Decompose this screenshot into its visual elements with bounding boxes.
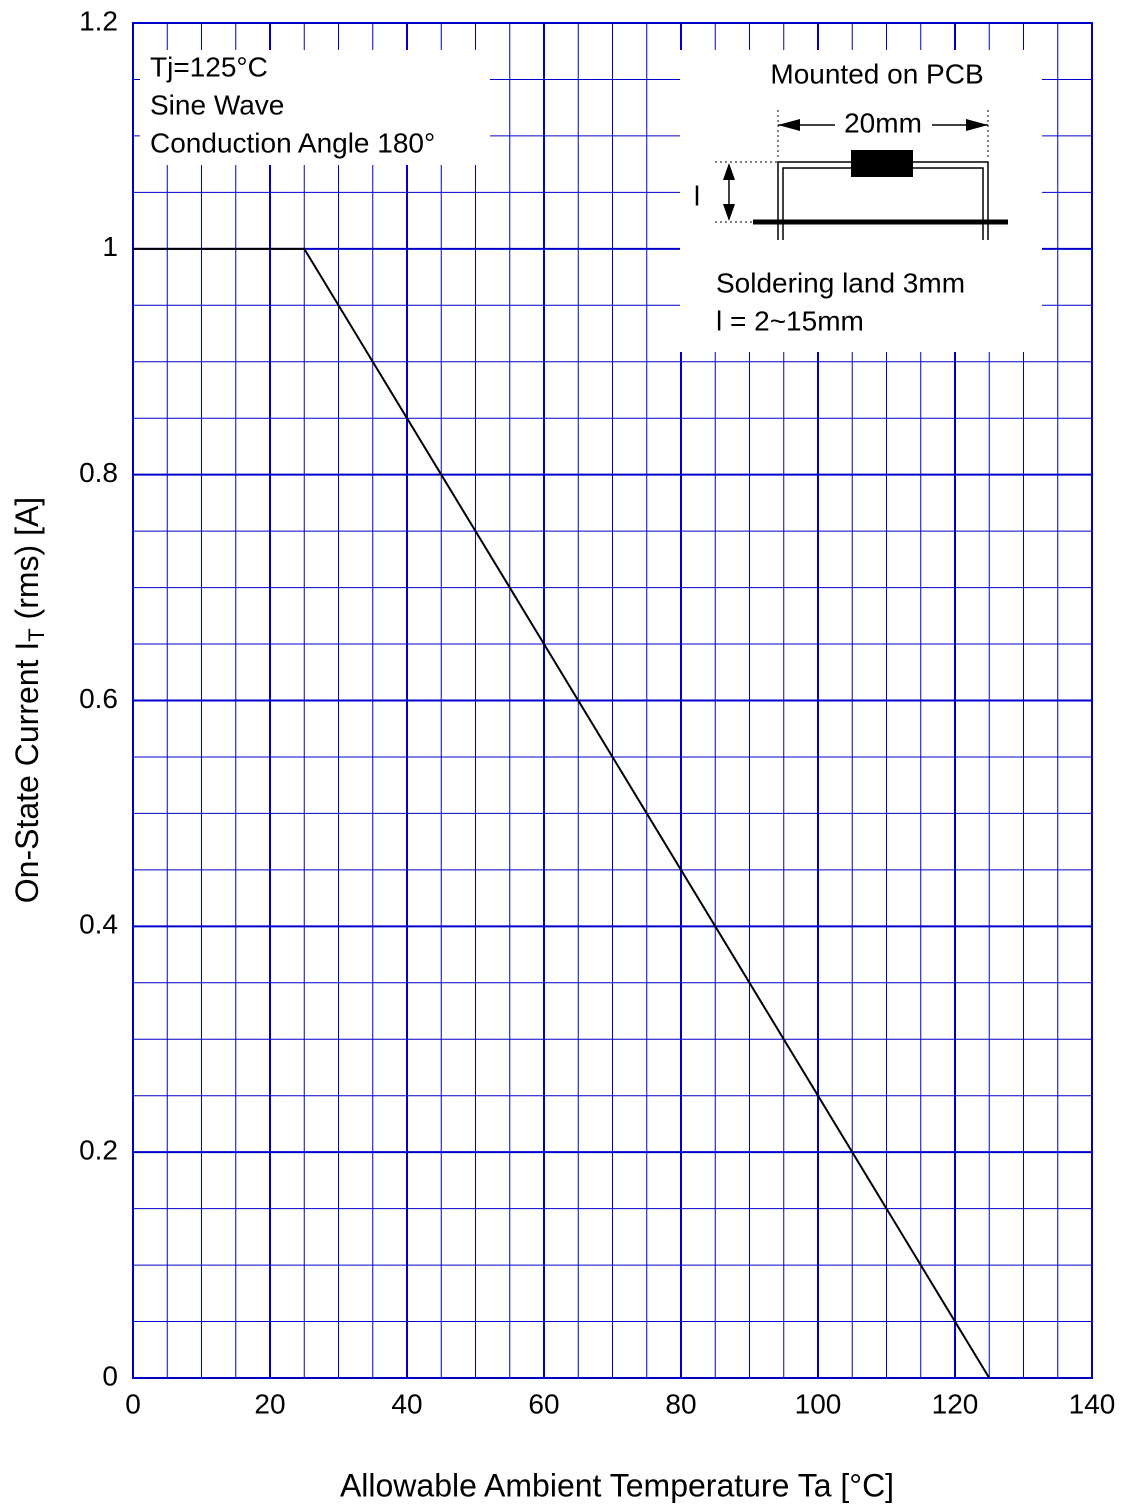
annotation: Tj=125°C xyxy=(150,51,268,82)
mounting-inset: Mounted on PCB 20mm l Soldering land 3mm… xyxy=(680,50,1042,352)
y-axis-label: On-State Current IT (rms) [A] xyxy=(9,497,48,903)
y-tick-label: 1 xyxy=(102,231,118,262)
x-axis-label: Allowable Ambient Temperature Ta [°C] xyxy=(340,1467,894,1503)
inset-length: 20mm xyxy=(844,107,922,138)
component-body xyxy=(851,150,913,177)
inset-height-symbol: l xyxy=(694,180,700,211)
extension-lines xyxy=(715,110,989,223)
y-tick-label: 0.4 xyxy=(79,909,118,940)
data-line xyxy=(133,247,991,1379)
inset-land: Soldering land 3mm xyxy=(716,267,965,298)
x-tick-label: 40 xyxy=(391,1388,422,1419)
y-tick-label: 0.8 xyxy=(79,457,118,488)
y-label-main: On-State Current I xyxy=(9,642,45,903)
x-tick-label: 120 xyxy=(932,1388,979,1419)
annotation: Sine Wave xyxy=(150,89,284,120)
x-tick-label: 100 xyxy=(795,1388,842,1419)
y-tick-label: 1.2 xyxy=(79,5,118,36)
dimension-arrows xyxy=(778,119,988,131)
conditions-box xyxy=(140,50,490,165)
x-tick-label: 20 xyxy=(254,1388,285,1419)
y-tick-label: 0 xyxy=(102,1360,118,1391)
x-tick-label: 80 xyxy=(665,1388,696,1419)
plot-frame xyxy=(132,22,1093,1379)
x-tick-label: 140 xyxy=(1069,1388,1116,1419)
inset-box xyxy=(680,50,1042,352)
inset-range: l = 2~15mm xyxy=(716,305,864,336)
y-label-rest: (rms) [A] xyxy=(9,497,45,629)
annotation: Conduction Angle 180° xyxy=(150,127,435,158)
x-tick-label: 60 xyxy=(528,1388,559,1419)
y-tick-label: 0.2 xyxy=(79,1135,118,1166)
x-tick-label: 0 xyxy=(125,1388,141,1419)
height-arrowheads xyxy=(723,163,735,221)
y-label-sub: T xyxy=(24,628,49,641)
inset-title: Mounted on PCB xyxy=(770,58,983,89)
y-tick-label: 0.6 xyxy=(79,683,118,714)
